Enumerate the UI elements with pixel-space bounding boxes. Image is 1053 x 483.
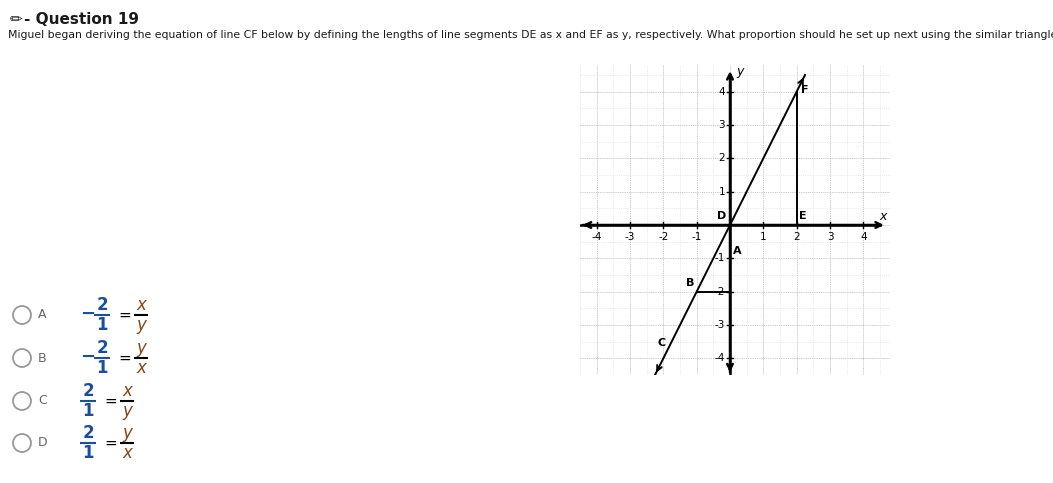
Text: 2: 2 bbox=[718, 153, 726, 163]
Text: E: E bbox=[799, 211, 807, 221]
Text: -2: -2 bbox=[658, 232, 669, 242]
Text: =: = bbox=[104, 394, 117, 409]
Text: −: − bbox=[80, 305, 95, 323]
Text: C: C bbox=[658, 338, 665, 348]
Text: 1: 1 bbox=[96, 359, 107, 377]
Text: =: = bbox=[118, 308, 131, 323]
Text: -4: -4 bbox=[715, 354, 726, 363]
Text: A: A bbox=[733, 246, 742, 256]
Text: y: y bbox=[136, 316, 146, 334]
Text: ✏: ✏ bbox=[9, 12, 23, 27]
Text: y: y bbox=[737, 65, 744, 78]
Text: 4: 4 bbox=[860, 232, 867, 242]
Text: 1: 1 bbox=[82, 402, 94, 420]
Text: 2: 2 bbox=[82, 424, 94, 442]
Text: -3: -3 bbox=[624, 232, 635, 242]
Text: F: F bbox=[800, 85, 808, 95]
Text: x: x bbox=[122, 444, 132, 462]
Text: Miguel began deriving the equation of line CF below by defining the lengths of l: Miguel began deriving the equation of li… bbox=[8, 30, 1053, 40]
Text: 1: 1 bbox=[760, 232, 767, 242]
Text: B: B bbox=[686, 278, 694, 288]
Text: 1: 1 bbox=[96, 316, 107, 334]
Text: x: x bbox=[136, 359, 146, 377]
Text: 2: 2 bbox=[82, 382, 94, 400]
Text: -1: -1 bbox=[715, 253, 726, 263]
Text: y: y bbox=[122, 424, 132, 442]
Text: 2: 2 bbox=[793, 232, 800, 242]
Text: −: − bbox=[80, 348, 95, 366]
Text: 3: 3 bbox=[827, 232, 833, 242]
Text: 3: 3 bbox=[718, 120, 726, 130]
Text: =: = bbox=[118, 351, 131, 366]
Text: A: A bbox=[38, 309, 46, 322]
Text: D: D bbox=[717, 211, 726, 221]
Text: y: y bbox=[122, 402, 132, 420]
Text: 1: 1 bbox=[718, 186, 726, 197]
Text: D: D bbox=[38, 437, 47, 450]
Text: C: C bbox=[38, 395, 46, 408]
Text: 4: 4 bbox=[718, 86, 726, 97]
Text: 2: 2 bbox=[96, 339, 107, 357]
Text: -2: -2 bbox=[715, 287, 726, 297]
Text: -1: -1 bbox=[692, 232, 702, 242]
Text: B: B bbox=[38, 352, 46, 365]
Text: x: x bbox=[122, 382, 132, 400]
Text: x: x bbox=[879, 210, 887, 223]
Text: -4: -4 bbox=[592, 232, 602, 242]
Text: 2: 2 bbox=[96, 296, 107, 314]
Text: -3: -3 bbox=[715, 320, 726, 330]
Text: y: y bbox=[136, 339, 146, 357]
Text: - Question 19: - Question 19 bbox=[24, 12, 139, 27]
Text: =: = bbox=[104, 436, 117, 451]
Text: 1: 1 bbox=[82, 444, 94, 462]
Text: x: x bbox=[136, 296, 146, 314]
